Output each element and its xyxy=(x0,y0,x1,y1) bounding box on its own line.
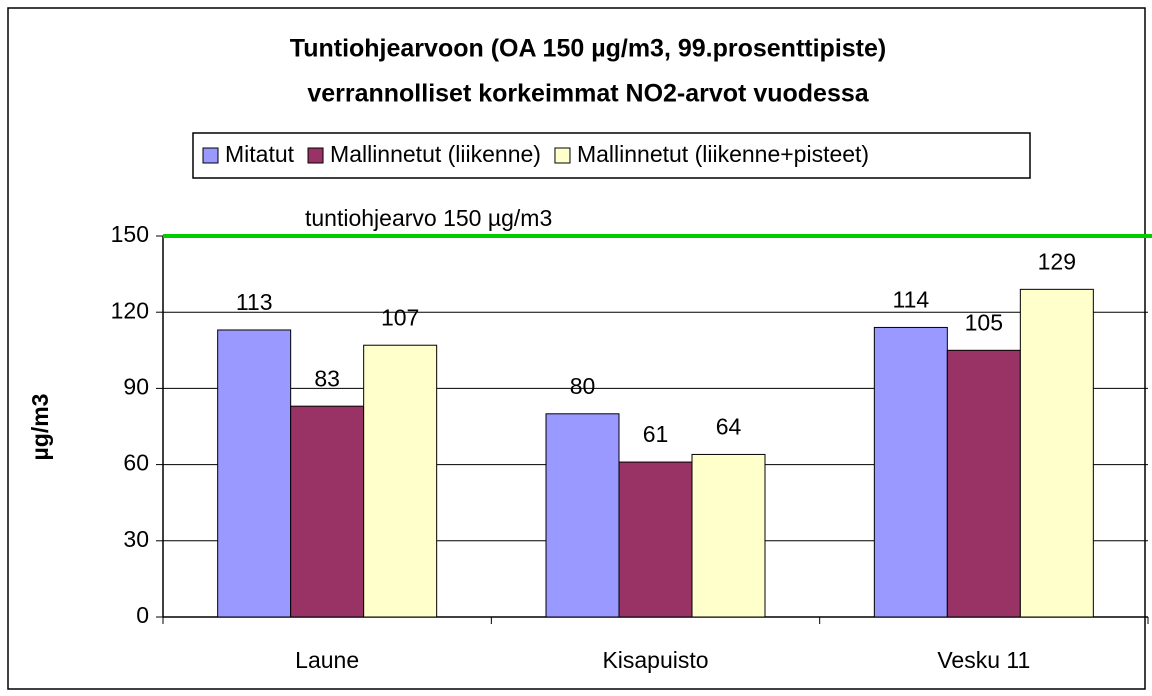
legend-box xyxy=(192,132,1031,179)
data-label: 83 xyxy=(314,365,340,391)
y-tick-label: 30 xyxy=(123,526,149,552)
y-axis-label: µg/m3 xyxy=(27,394,53,461)
bar xyxy=(691,453,766,618)
data-label: 61 xyxy=(643,421,669,447)
bar xyxy=(946,349,1021,618)
x-tick-label: Laune xyxy=(295,647,359,673)
bar xyxy=(363,344,438,618)
y-tick-label: 120 xyxy=(111,297,149,323)
reference-label: tuntiohjearvo 150 µg/m3 xyxy=(305,205,552,231)
y-tick-label: 90 xyxy=(123,373,149,399)
y-tick-label: 60 xyxy=(123,450,149,476)
x-tick-label: Vesku 11 xyxy=(937,647,1030,673)
y-tick-label: 0 xyxy=(136,602,149,628)
legend-label: Mitatut xyxy=(225,141,295,167)
y-tick-label: 150 xyxy=(111,221,149,247)
data-label: 64 xyxy=(716,414,742,440)
legend-swatch xyxy=(554,147,571,164)
data-label: 113 xyxy=(236,289,273,315)
legend-label: Mallinnetut (liikenne+pisteet) xyxy=(577,141,869,167)
x-tick-label: Kisapuisto xyxy=(602,647,708,673)
legend-swatch xyxy=(202,147,219,164)
data-label: 129 xyxy=(1038,248,1076,274)
data-label: 105 xyxy=(965,309,1003,335)
bar xyxy=(618,461,693,618)
chart-title: verrannolliset korkeimmat NO2-arvot vuod… xyxy=(307,80,869,108)
bar xyxy=(1019,288,1094,618)
data-label: 107 xyxy=(381,304,419,330)
bar xyxy=(545,413,620,618)
bar xyxy=(873,326,948,618)
legend-swatch xyxy=(307,147,324,164)
bar xyxy=(217,329,292,618)
data-label: 80 xyxy=(570,373,596,399)
legend-label: Mallinnetut (liikenne) xyxy=(330,141,541,167)
bar xyxy=(290,405,365,618)
data-label: 114 xyxy=(892,287,929,313)
chart-title: Tuntiohjearvoon (OA 150 µg/m3, 99.prosen… xyxy=(290,35,886,63)
